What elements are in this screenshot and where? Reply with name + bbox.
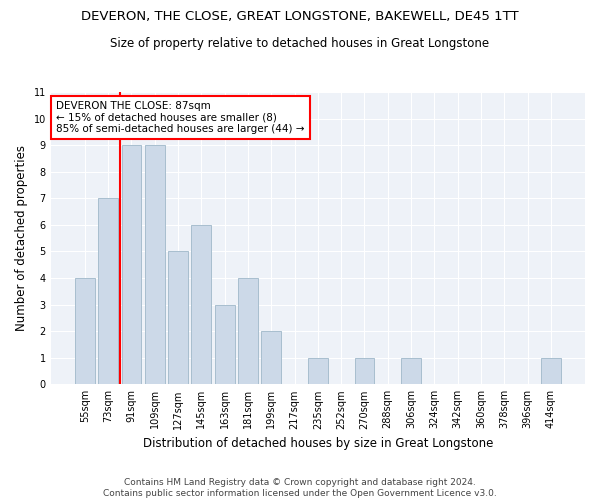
Bar <box>215 304 235 384</box>
Bar <box>262 331 281 384</box>
Bar <box>145 145 164 384</box>
Text: Contains HM Land Registry data © Crown copyright and database right 2024.
Contai: Contains HM Land Registry data © Crown c… <box>103 478 497 498</box>
Bar <box>238 278 258 384</box>
Bar <box>168 252 188 384</box>
Y-axis label: Number of detached properties: Number of detached properties <box>15 145 28 331</box>
Bar <box>98 198 118 384</box>
Bar <box>75 278 95 384</box>
Bar <box>191 225 211 384</box>
Bar <box>401 358 421 384</box>
Bar <box>541 358 561 384</box>
Text: DEVERON, THE CLOSE, GREAT LONGSTONE, BAKEWELL, DE45 1TT: DEVERON, THE CLOSE, GREAT LONGSTONE, BAK… <box>81 10 519 23</box>
Bar <box>308 358 328 384</box>
Text: DEVERON THE CLOSE: 87sqm
← 15% of detached houses are smaller (8)
85% of semi-de: DEVERON THE CLOSE: 87sqm ← 15% of detach… <box>56 101 305 134</box>
X-axis label: Distribution of detached houses by size in Great Longstone: Distribution of detached houses by size … <box>143 437 493 450</box>
Bar <box>122 145 142 384</box>
Text: Size of property relative to detached houses in Great Longstone: Size of property relative to detached ho… <box>110 38 490 51</box>
Bar <box>355 358 374 384</box>
